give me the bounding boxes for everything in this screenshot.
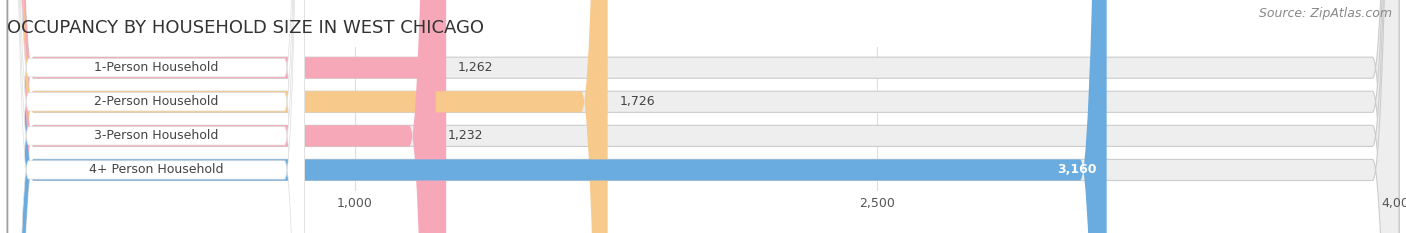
- Text: 1-Person Household: 1-Person Household: [94, 61, 219, 74]
- Text: 3,160: 3,160: [1057, 163, 1097, 176]
- FancyBboxPatch shape: [7, 0, 1399, 233]
- FancyBboxPatch shape: [7, 0, 1399, 233]
- Text: 3-Person Household: 3-Person Household: [94, 129, 219, 142]
- FancyBboxPatch shape: [7, 0, 607, 233]
- Text: 1,726: 1,726: [619, 95, 655, 108]
- FancyBboxPatch shape: [8, 0, 305, 233]
- FancyBboxPatch shape: [8, 0, 305, 233]
- Text: 1,232: 1,232: [447, 129, 482, 142]
- Text: 1,262: 1,262: [458, 61, 494, 74]
- Text: 2-Person Household: 2-Person Household: [94, 95, 219, 108]
- FancyBboxPatch shape: [7, 0, 436, 233]
- FancyBboxPatch shape: [7, 0, 1399, 233]
- FancyBboxPatch shape: [8, 0, 305, 233]
- FancyBboxPatch shape: [7, 0, 446, 233]
- FancyBboxPatch shape: [8, 0, 305, 233]
- FancyBboxPatch shape: [7, 0, 1399, 233]
- Text: 4+ Person Household: 4+ Person Household: [90, 163, 224, 176]
- Text: OCCUPANCY BY HOUSEHOLD SIZE IN WEST CHICAGO: OCCUPANCY BY HOUSEHOLD SIZE IN WEST CHIC…: [7, 19, 484, 37]
- FancyBboxPatch shape: [7, 0, 1107, 233]
- Text: Source: ZipAtlas.com: Source: ZipAtlas.com: [1258, 7, 1392, 20]
